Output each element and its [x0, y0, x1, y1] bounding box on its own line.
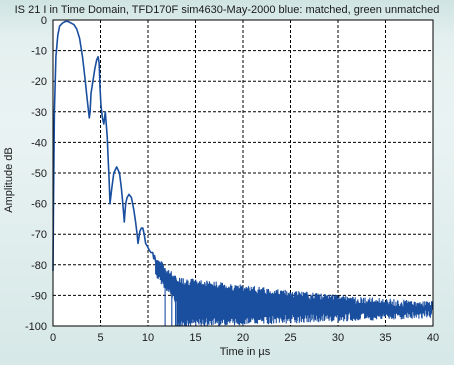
y-tick-label: -50 [31, 168, 47, 180]
noise-floor [155, 258, 434, 326]
x-tick-label: 30 [332, 332, 344, 344]
plot-frame [52, 19, 434, 327]
noise-floor-band [155, 258, 434, 326]
x-tick-label: 15 [189, 332, 201, 344]
series-line [52, 20, 157, 271]
y-tick-label: -80 [31, 260, 47, 272]
y-tick-label: -90 [31, 290, 47, 302]
y-tick-label: -10 [31, 46, 47, 58]
x-tick-label: 20 [237, 332, 249, 344]
chart-title: IS 21 I in Time Domain, TFD170F sim4630-… [14, 4, 440, 16]
x-tick-label: 10 [142, 332, 154, 344]
y-tick-label: -60 [31, 199, 47, 211]
y-tick-label: -70 [31, 229, 47, 241]
x-tick-label: 25 [284, 332, 296, 344]
y-tick-label: 0 [41, 15, 47, 27]
grid [53, 20, 433, 326]
y-tick-label: -100 [25, 321, 47, 333]
x-tick-label: 40 [427, 332, 439, 344]
x-tick-label: 35 [379, 332, 391, 344]
y-tick-label: -30 [31, 107, 47, 119]
x-tick-label: 0 [50, 332, 56, 344]
x-axis-label: Time in µs [219, 346, 271, 358]
y-tick-label: -40 [31, 137, 47, 149]
x-tick-label: 5 [97, 332, 103, 344]
y-tick-label: -20 [31, 76, 47, 88]
ticks: 0 5 10 15 20 25 30 35 40 0 -10 -20 -30 -40 -50 -60 -70 -8… [25, 15, 439, 344]
